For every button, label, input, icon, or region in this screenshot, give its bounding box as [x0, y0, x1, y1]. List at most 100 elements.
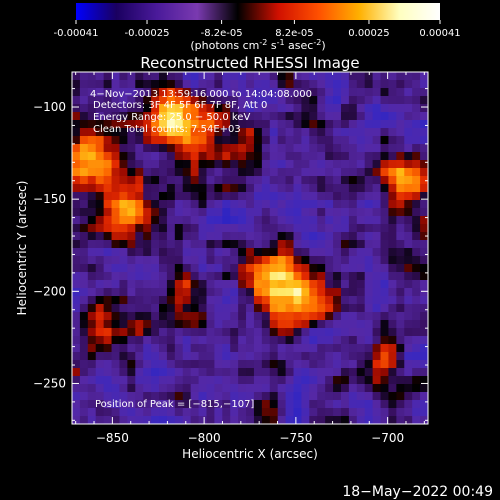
heatmap-cell — [380, 72, 390, 81]
heatmap-cell — [87, 288, 97, 297]
heatmap-cell — [301, 240, 310, 249]
heatmap-cell — [206, 128, 215, 137]
heatmap-cell — [380, 280, 390, 289]
heatmap-cell — [72, 96, 81, 105]
heatmap-cell — [174, 368, 184, 377]
heatmap-cell — [246, 264, 255, 273]
heatmap-cell — [269, 120, 279, 129]
heatmap-cell — [246, 128, 255, 137]
heatmap-cell — [317, 368, 326, 377]
heatmap-cell — [285, 256, 295, 265]
heatmap-cell — [87, 320, 97, 329]
heatmap-cell — [79, 232, 89, 241]
heatmap-cell — [190, 272, 200, 281]
heatmap-cell — [238, 120, 247, 129]
heatmap-cell — [301, 368, 310, 377]
heatmap-cell — [238, 224, 247, 233]
heatmap-cell — [151, 336, 160, 345]
heatmap-cell — [214, 168, 223, 177]
heatmap-cell — [269, 368, 279, 377]
heatmap-cell — [111, 360, 121, 369]
heatmap-cell — [388, 328, 397, 337]
heatmap-cell — [103, 200, 113, 209]
heatmap-cell — [317, 416, 326, 424]
heatmap-cell — [261, 296, 271, 305]
heatmap-cell — [190, 384, 200, 393]
heatmap-cell — [246, 88, 255, 97]
heatmap-cell — [206, 112, 215, 121]
heatmap-cell — [238, 216, 247, 225]
y-tick-label: −200 — [33, 284, 66, 298]
heatmap-cell — [364, 96, 374, 105]
heatmap-cell — [388, 200, 397, 209]
heatmap-cell — [372, 256, 382, 265]
heatmap-cell — [246, 80, 255, 89]
heatmap-cell — [214, 368, 223, 377]
heatmap-cell — [325, 112, 334, 121]
heatmap-cell — [159, 136, 168, 145]
heatmap-cell — [412, 304, 421, 313]
heatmap-cell — [206, 224, 215, 233]
heatmap-cell — [174, 128, 184, 137]
heatmap-cell — [159, 112, 168, 121]
heatmap-cell — [119, 384, 128, 393]
heatmap-cell — [214, 112, 223, 121]
heatmap-cell — [230, 88, 239, 97]
heatmap-cell — [301, 288, 310, 297]
heatmap-cell — [340, 336, 350, 345]
heatmap-cell — [103, 96, 113, 105]
heatmap-cell — [261, 144, 271, 153]
heatmap-cell — [325, 160, 334, 169]
heatmap-cell — [340, 96, 350, 105]
heatmap-cell — [388, 344, 397, 353]
heatmap-cell — [301, 216, 310, 225]
heatmap-cell — [364, 376, 374, 385]
heatmap-cell — [412, 136, 421, 145]
heatmap-cell — [269, 104, 279, 113]
heatmap-cell — [79, 216, 89, 225]
heatmap-cell — [333, 384, 342, 393]
heatmap-cell — [396, 320, 405, 329]
heatmap-cell — [159, 80, 168, 89]
heatmap-cell — [285, 120, 295, 129]
heatmap-cell — [182, 384, 192, 393]
heatmap-cell — [285, 152, 295, 161]
heatmap-cell — [246, 384, 255, 393]
heatmap-cell — [198, 312, 208, 321]
heatmap-cell — [293, 280, 303, 289]
heatmap-cell — [214, 160, 223, 169]
heatmap-cell — [277, 264, 287, 273]
heatmap-cell — [182, 368, 192, 377]
heatmap-cell — [79, 352, 89, 361]
heatmap-cell — [111, 264, 121, 273]
heatmap-cell — [340, 320, 350, 329]
heatmap-cell — [420, 184, 428, 193]
heatmap-cell — [253, 144, 263, 153]
heatmap-cell — [246, 240, 255, 249]
heatmap-cell — [325, 136, 334, 145]
heatmap-cell — [301, 136, 310, 145]
heatmap-cell — [159, 152, 168, 161]
heatmap-cell — [119, 360, 128, 369]
heatmap-cell — [348, 168, 358, 177]
heatmap-cell — [317, 128, 326, 137]
heatmap-cell — [246, 248, 255, 257]
heatmap-cell — [246, 192, 255, 201]
heatmap-cell — [412, 72, 421, 81]
heatmap-cell — [261, 152, 271, 161]
heatmap-cell — [198, 240, 208, 249]
heatmap-cell — [356, 160, 366, 169]
heatmap-cell — [253, 328, 263, 337]
heatmap-cell — [95, 72, 105, 81]
heatmap-cell — [372, 152, 382, 161]
heatmap-cell — [238, 376, 247, 385]
heatmap-cell — [230, 72, 239, 81]
heatmap-cell — [95, 304, 105, 313]
heatmap-cell — [317, 248, 326, 257]
heatmap-cell — [72, 360, 81, 369]
heatmap-cell — [206, 96, 215, 105]
heatmap-cell — [159, 264, 168, 273]
heatmap-cell — [135, 352, 144, 361]
heatmap-cell — [364, 232, 374, 241]
heatmap-cell — [404, 352, 413, 361]
